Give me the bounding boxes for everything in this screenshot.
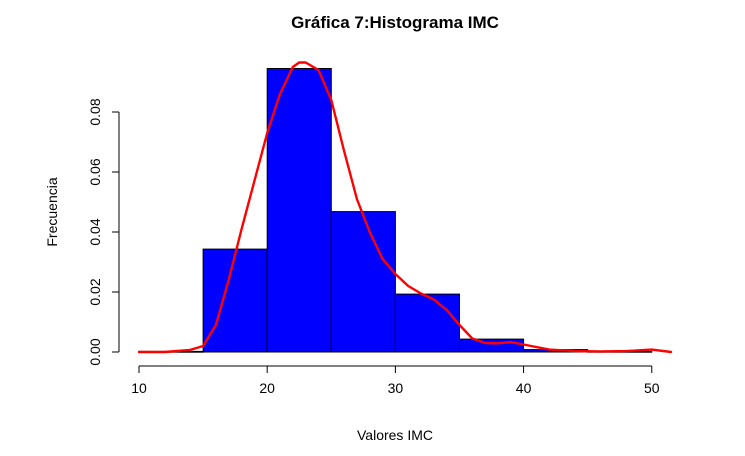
y-tick-label-1: 0.02 (87, 278, 103, 305)
y-tick-label-0: 0.00 (87, 338, 103, 365)
x-tick-label-50: 50 (644, 380, 660, 396)
bars-layer (138, 68, 653, 353)
x-axis: 10 20 30 40 50 (131, 365, 660, 396)
y-tick-label-4: 0.08 (87, 98, 103, 125)
histogram-bar-5 (394, 293, 460, 353)
histogram-bar-4 (330, 211, 396, 353)
histogram-bar-3 (266, 68, 332, 353)
x-tick-label-20: 20 (259, 380, 275, 396)
y-tick-label-2: 0.04 (87, 218, 103, 245)
x-tick-label-30: 30 (388, 380, 404, 396)
y-axis: 0.00 0.02 0.04 0.06 0.08 (87, 98, 120, 366)
x-tick-label-10: 10 (131, 380, 147, 396)
histogram-bar-6 (458, 338, 525, 353)
y-axis-label: Frecuencia (44, 177, 60, 246)
x-tick-label-40: 40 (516, 380, 532, 396)
density-curve (137, 61, 673, 354)
x-axis-label: Valores IMC (357, 427, 433, 443)
histogram-bar-2 (202, 248, 268, 353)
y-tick-label-3: 0.06 (87, 158, 103, 185)
chart-title: Gráfica 7:Histograma IMC (291, 13, 499, 32)
